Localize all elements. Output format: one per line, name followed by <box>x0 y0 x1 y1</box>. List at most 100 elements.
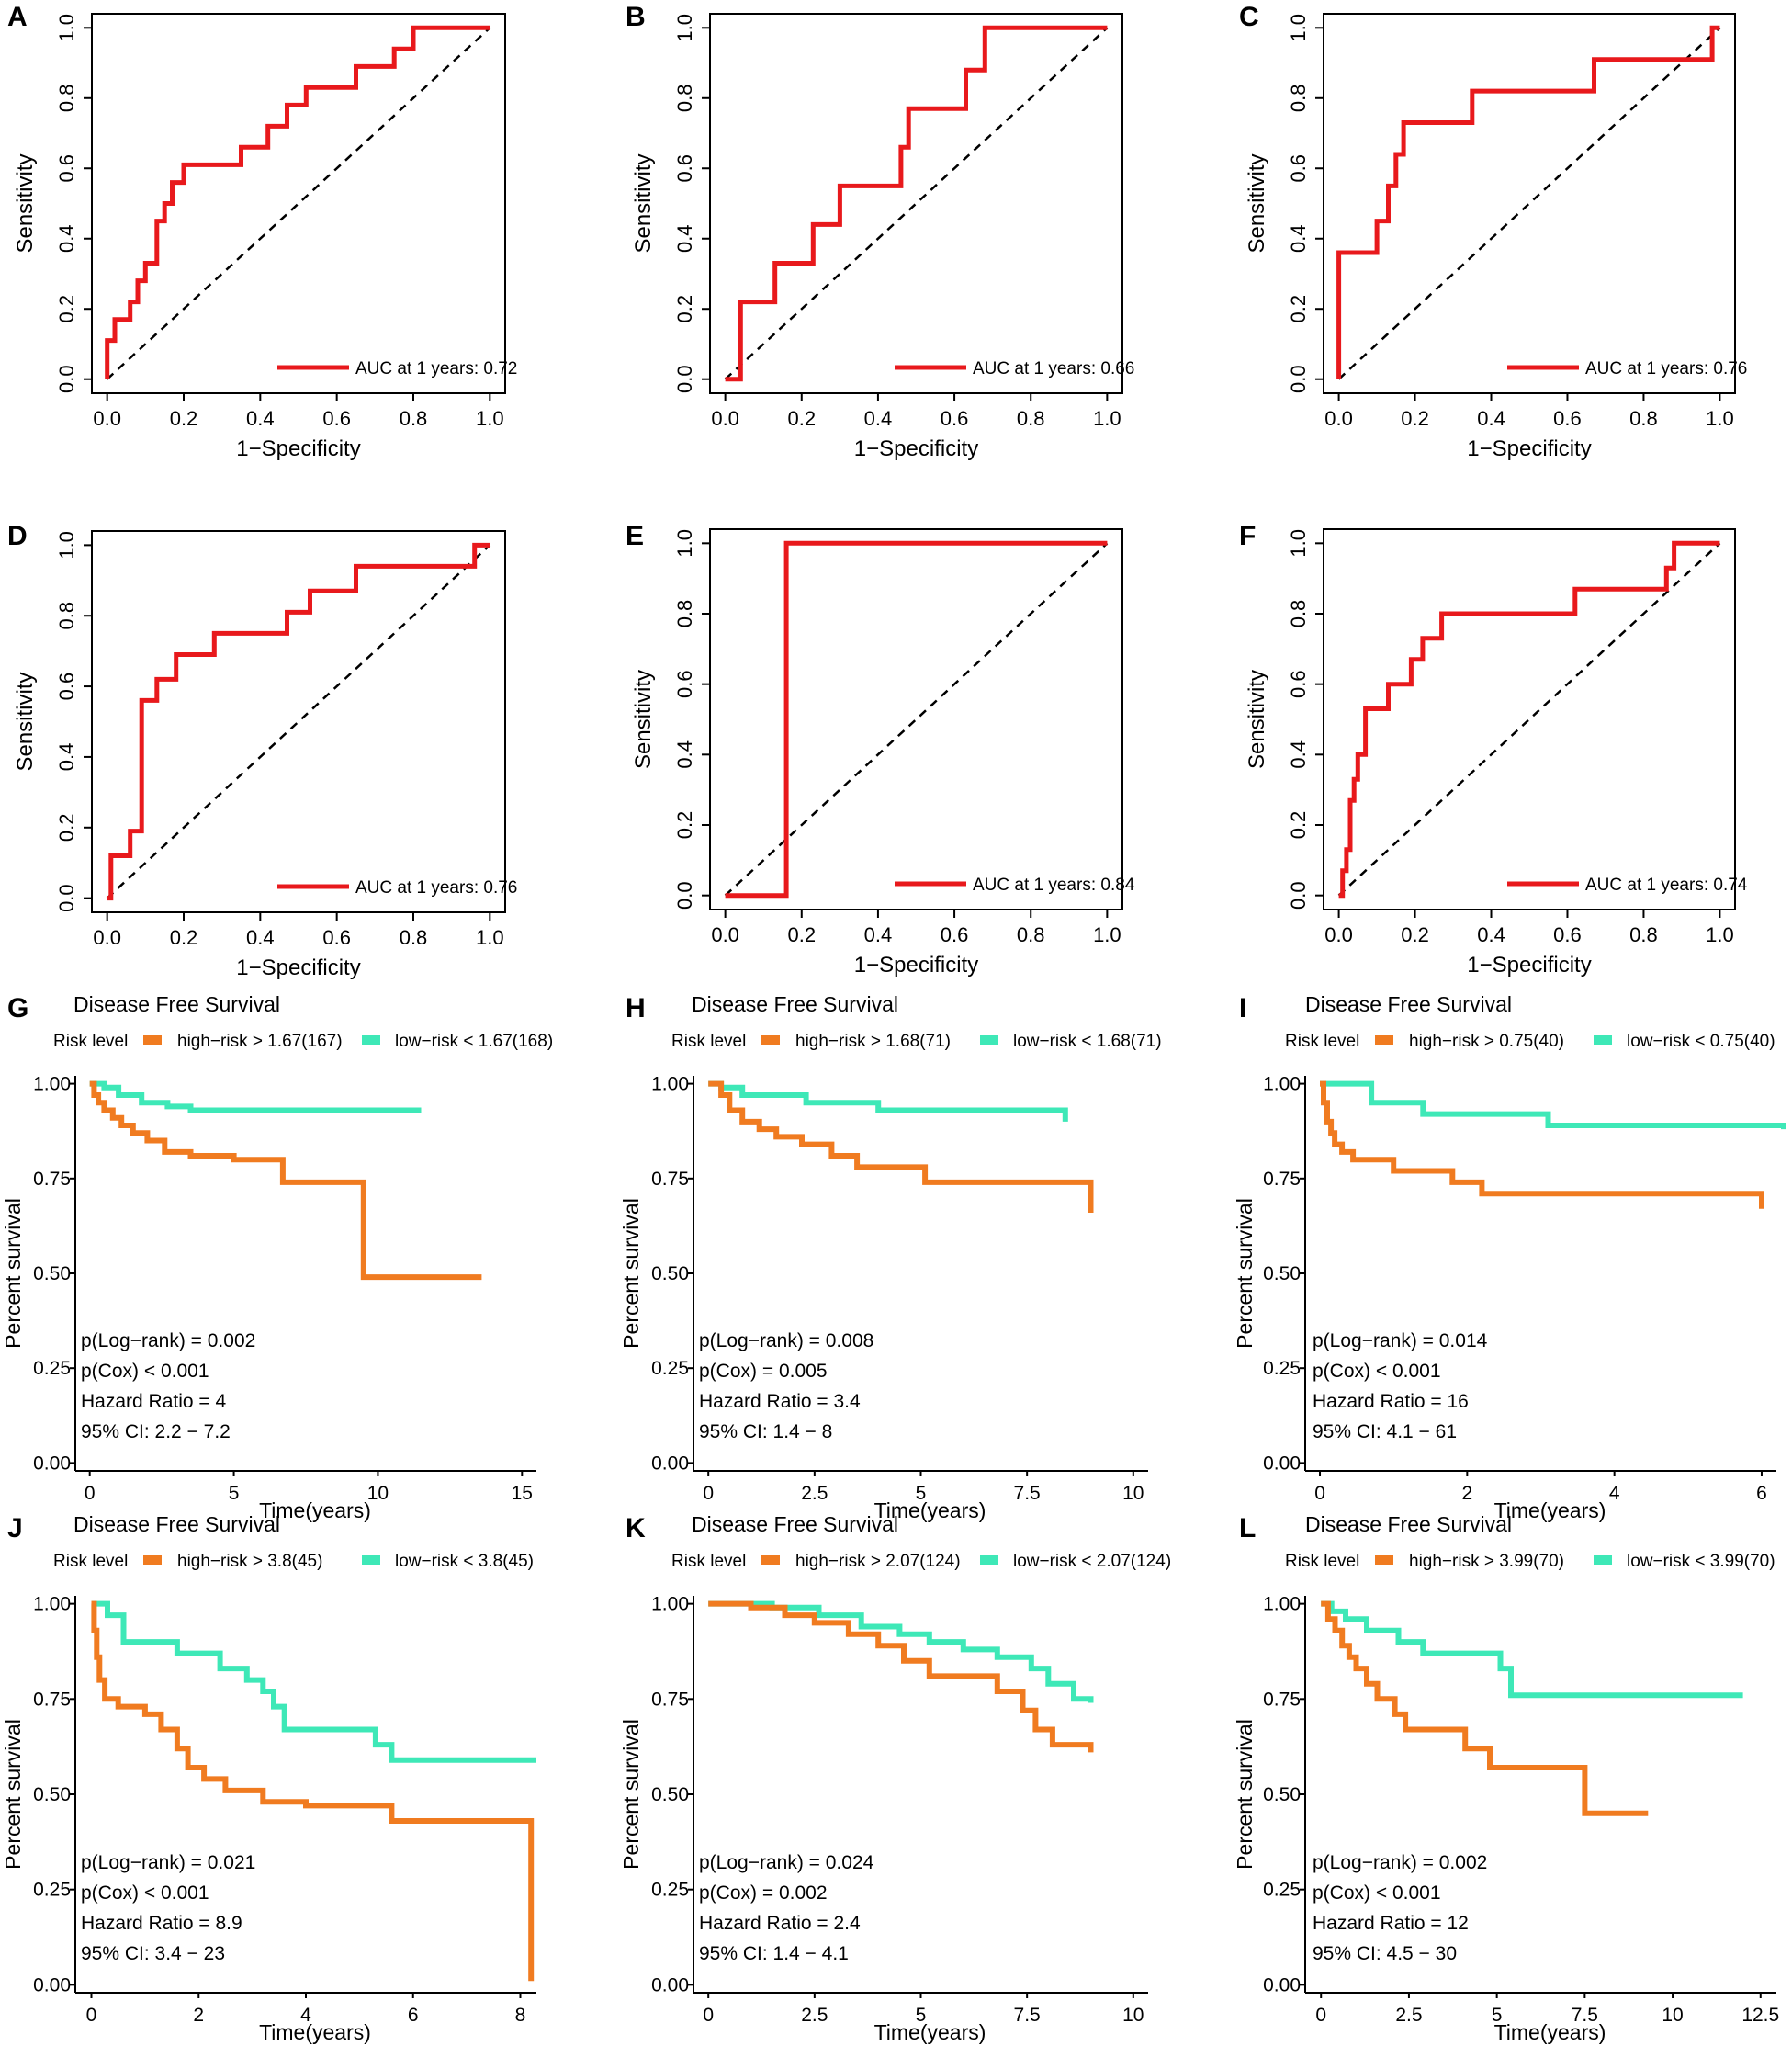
x-axis-label: Time(years) <box>1494 2020 1606 2044</box>
x-tick-label: 0 <box>703 2005 714 2026</box>
y-tick-label: 0.8 <box>673 84 696 112</box>
x-axis-label: Time(years) <box>874 1498 986 1522</box>
y-tick-label: 0.0 <box>673 365 696 393</box>
y-tick-label: 0.50 <box>1263 1784 1301 1805</box>
x-tick-label: 0.8 <box>1629 923 1658 946</box>
legend-label-low: low−risk < 3.8(45) <box>395 1552 534 1571</box>
legend-label-low: low−risk < 1.67(168) <box>395 1032 553 1051</box>
x-tick-label: 2 <box>1462 1483 1473 1504</box>
x-tick-label: 0 <box>85 1483 96 1504</box>
x-tick-label: 5 <box>916 2005 927 2026</box>
diagonal-reference-line <box>1337 542 1721 897</box>
plot-frame <box>709 528 1123 910</box>
y-tick-label: 0.75 <box>33 1169 71 1190</box>
x-tick-label: 10 <box>1122 1483 1144 1504</box>
survival-curve-low-risk <box>91 1600 536 1763</box>
plot-title: Disease Free Survival <box>1305 992 1512 1016</box>
y-tick-label: 0.75 <box>651 1169 689 1190</box>
x-tick-label: 5 <box>229 1483 240 1504</box>
y-tick-label: 1.00 <box>33 1594 71 1615</box>
survival-curve-high-risk <box>89 1080 482 1281</box>
legend-label-low: low−risk < 2.07(124) <box>1013 1552 1171 1571</box>
panel-letter: I <box>1239 993 1246 1023</box>
diagonal-reference-line <box>724 27 1109 380</box>
legend-title: Risk level <box>53 1552 128 1571</box>
x-tick-label: 4 <box>1609 1483 1620 1504</box>
stat-annotation: 95% CI: 1.4 − 8 <box>699 1421 832 1442</box>
x-tick-label: 0.2 <box>1401 923 1429 946</box>
y-tick-label: 0.6 <box>673 670 696 698</box>
legend-label: AUC at 1 years: 0.66 <box>973 359 1134 379</box>
x-tick-label: 12.5 <box>1741 2005 1779 2026</box>
x-tick-label: 0.2 <box>1401 407 1429 430</box>
y-tick-label: 0.4 <box>55 224 78 253</box>
x-tick-label: 2.5 <box>801 2005 828 2026</box>
y-tick-label: 1.0 <box>55 14 78 42</box>
x-tick-label: 1.0 <box>1706 923 1734 946</box>
y-tick-label: 1.00 <box>1263 1594 1301 1615</box>
y-tick-label: 0.00 <box>1263 1453 1301 1474</box>
stat-annotation: p(Log−rank) = 0.008 <box>699 1330 873 1351</box>
y-tick-label: 0.0 <box>55 365 78 393</box>
y-tick-label: 0.75 <box>651 1689 689 1710</box>
survival-curve-high-risk <box>708 1080 1094 1213</box>
y-axis-label: Percent survival <box>1 1198 25 1349</box>
stat-annotation: Hazard Ratio = 2.4 <box>699 1913 861 1934</box>
x-tick-label: 0.6 <box>322 926 351 949</box>
x-tick-label: 2.5 <box>801 1483 828 1504</box>
x-tick-label: 7.5 <box>1014 1483 1041 1504</box>
panel-letter: G <box>7 993 28 1023</box>
x-tick-label: 1.0 <box>1093 407 1121 430</box>
y-tick-label: 0.2 <box>1287 295 1310 323</box>
y-tick-label: 1.00 <box>651 1594 689 1615</box>
x-tick-label: 1.0 <box>1093 923 1121 946</box>
roc-curve <box>725 25 1108 382</box>
y-tick-label: 0.00 <box>1263 1974 1301 1995</box>
panel-k: K Disease Free Survival Risk level high−ris… <box>619 1512 1171 2044</box>
stat-annotation: p(Cox) < 0.001 <box>81 1882 209 1904</box>
diagonal-reference-line <box>106 27 491 380</box>
stat-annotation: p(Cox) = 0.005 <box>699 1361 828 1382</box>
panel-a: A 0.0 0.2 0.4 0.6 0.8 1.0 0.0 0.2 0.4 0.6 0.8 1.0 1−S… <box>7 2 517 461</box>
y-tick-label: 0.4 <box>55 743 78 772</box>
y-tick-label: 1.00 <box>651 1074 689 1095</box>
y-axis-label: Percent survival <box>1 1719 25 1870</box>
x-tick-label: 7.5 <box>1572 2005 1598 2026</box>
x-tick-label: 5 <box>916 1483 927 1504</box>
y-tick-label: 0.0 <box>673 881 696 910</box>
y-axis-label: Sensitivity <box>1245 153 1269 253</box>
stat-annotation: p(Cox) < 0.001 <box>81 1361 209 1382</box>
x-tick-label: 10 <box>1662 2005 1683 2026</box>
x-tick-label: 0.4 <box>864 407 893 430</box>
stat-annotation: 95% CI: 4.1 − 61 <box>1313 1421 1457 1442</box>
legend-title: Risk level <box>1285 1552 1359 1571</box>
x-tick-label: 0 <box>86 2005 97 2026</box>
stat-annotation: 95% CI: 4.5 − 30 <box>1313 1943 1457 1964</box>
y-tick-label: 1.0 <box>673 14 696 42</box>
plot-title: Disease Free Survival <box>692 1512 898 1536</box>
y-tick-label: 1.00 <box>1263 1074 1301 1095</box>
x-tick-label: 0 <box>1315 2005 1326 2026</box>
y-tick-label: 0.75 <box>1263 1169 1301 1190</box>
y-tick-label: 0.6 <box>55 154 78 183</box>
diagonal-reference-line <box>1337 27 1721 380</box>
x-tick-label: 0.8 <box>1017 407 1045 430</box>
y-tick-label: 0.4 <box>1287 224 1310 253</box>
plot-frame <box>709 13 1123 394</box>
y-tick-label: 0.25 <box>33 1880 71 1901</box>
stat-annotation: p(Log−rank) = 0.002 <box>81 1330 255 1351</box>
legend-label-low: low−risk < 0.75(40) <box>1627 1032 1775 1051</box>
x-tick-label: 0.8 <box>1017 923 1045 946</box>
legend-label: AUC at 1 years: 0.74 <box>1585 876 1748 895</box>
panel-letter: L <box>1239 1513 1256 1543</box>
x-tick-label: 0.8 <box>1629 407 1658 430</box>
y-tick-label: 0.50 <box>33 1784 71 1805</box>
stat-annotation: p(Log−rank) = 0.024 <box>699 1852 874 1873</box>
y-tick-label: 0.50 <box>1263 1263 1301 1284</box>
y-tick-label: 0.6 <box>55 673 78 701</box>
plot-title: Disease Free Survival <box>692 992 898 1016</box>
x-axis-label: Time(years) <box>1494 1498 1606 1522</box>
plot-title: Disease Free Survival <box>1305 1512 1512 1536</box>
legend-label-high: high−risk > 3.8(45) <box>177 1552 322 1571</box>
